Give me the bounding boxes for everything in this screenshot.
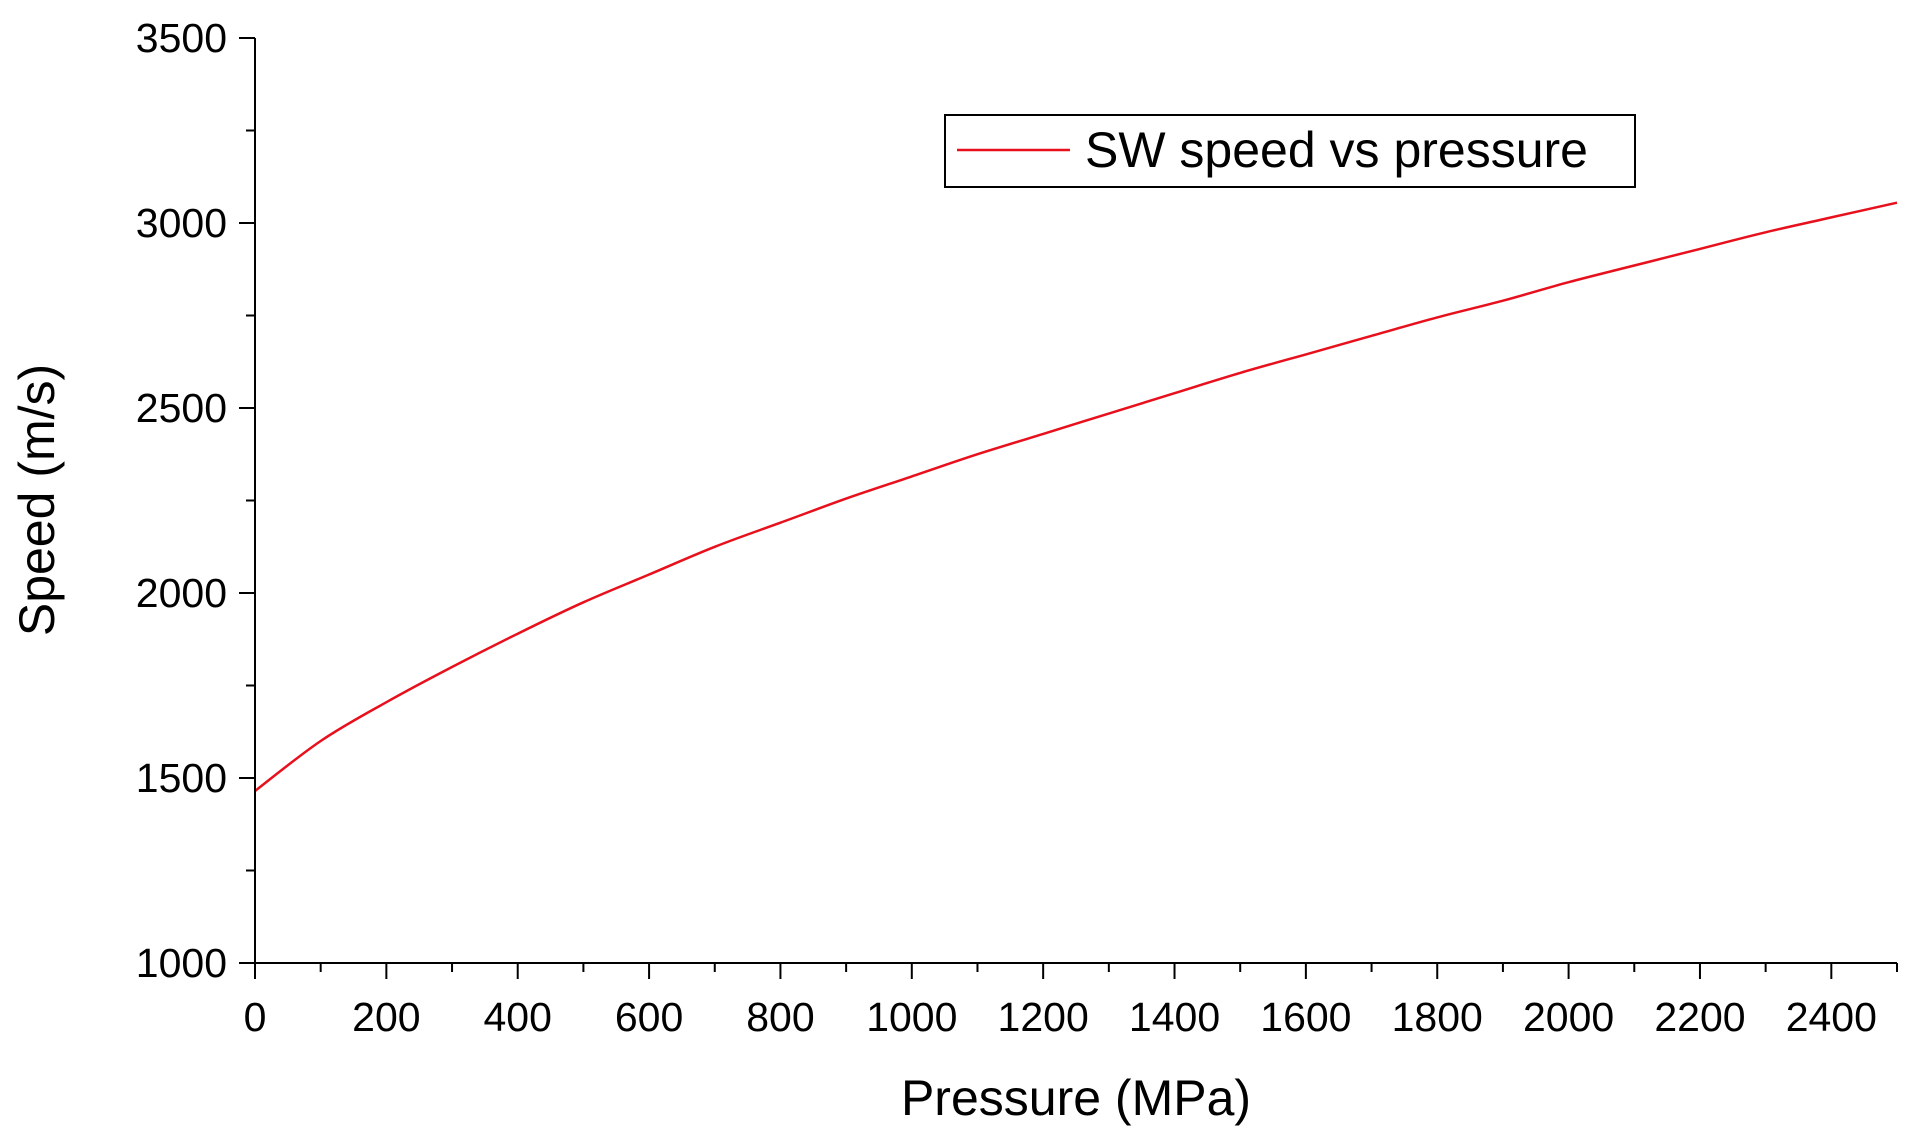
y-axis-ticks: 1000 1500 2000 2500 3000 3500 [136,15,255,986]
x-tick-label: 1200 [998,994,1089,1040]
y-tick-label: 2500 [136,385,227,431]
series-layer [254,201,1898,792]
x-tick-label: 2200 [1654,994,1745,1040]
x-tick-label: 1800 [1392,994,1483,1040]
x-tick-label: 2000 [1523,994,1614,1040]
y-tick-label: 3000 [136,200,227,246]
y-axis-title: Speed (m/s) [9,364,65,636]
legend-label: SW speed vs pressure [1085,122,1588,178]
x-axis-title: Pressure (MPa) [901,1070,1251,1126]
x-tick-label: 400 [484,994,552,1040]
x-tick-label: 1000 [866,994,957,1040]
x-tick-label: 1400 [1129,994,1220,1040]
x-tick-label: 0 [244,994,267,1040]
x-tick-label: 200 [352,994,420,1040]
x-tick-label: 2400 [1786,994,1877,1040]
series-line [254,201,1898,792]
x-axis-ticks: 0 200 400 600 800 1000 1200 1400 1600 1800 2000 220… [244,963,1898,1040]
y-tick-label: 2000 [136,570,227,616]
legend: SW speed vs pressure [944,114,1636,188]
x-tick-label: 800 [746,994,814,1040]
x-tick-label: 1600 [1260,994,1351,1040]
y-tick-label: 1500 [136,755,227,801]
x-tick-label: 600 [615,994,683,1040]
y-tick-label: 3500 [136,15,227,61]
y-tick-label: 1000 [136,940,227,986]
